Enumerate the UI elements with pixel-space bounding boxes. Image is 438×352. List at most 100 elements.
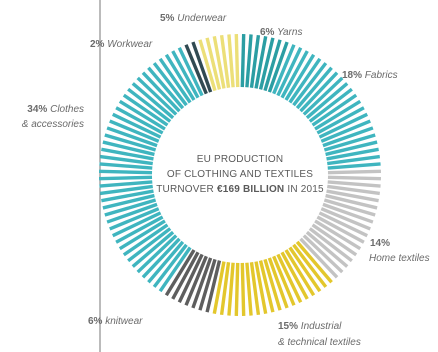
slice-tick [325,193,378,210]
label-home-pct-text: 14% [370,238,390,249]
label-fabrics-text: Fabrics [365,70,398,81]
slice-tick [326,147,379,161]
label-home-textiles-pct: 14% [370,238,390,249]
slice-6 [184,41,213,95]
slice-tick [295,66,333,110]
slice-tick [171,50,200,99]
label-underwear-text: Underwear [177,13,227,24]
slice-tick [109,119,160,143]
slice-tick [99,162,153,170]
slice-tick [106,126,158,148]
slice-tick [240,34,246,88]
slice-tick [118,99,166,131]
slice-tick [127,87,172,123]
slice-tick [101,147,154,161]
slice-tick [115,106,164,135]
slice-tick [115,215,164,244]
slice-tick [136,234,178,274]
slice-tick [249,34,261,88]
slice-tick [308,87,353,123]
slice-tick [99,169,153,175]
slice-tick [258,37,275,90]
donut-ring [99,34,381,316]
slice-tick [272,44,296,95]
slice-tick [288,57,322,104]
slice-tick [184,44,208,95]
label-industrial-pct: 15% [278,321,298,332]
slice-tick [263,39,282,92]
slice-tick [191,257,213,309]
center-line-3: TURNOVER €169 BILLION IN 2015 [156,184,324,195]
slice-5 [99,47,204,293]
slice-tick [147,66,185,110]
slice-tick [109,207,160,231]
slice-tick [171,251,200,300]
slice-tick [254,261,268,314]
slice-tick [227,34,235,88]
slice-tick [327,180,381,188]
slice-tick [299,237,339,279]
slice-tick [276,253,303,303]
slice-tick [322,126,374,148]
label-knitwear: 6% knitwear [88,316,143,327]
slice-tick [245,34,253,88]
slice-tick [212,261,226,314]
slice-tick [292,62,328,107]
slice-tick [305,230,349,268]
slice-2 [299,169,381,279]
slice-tick [280,50,309,99]
label-clothes-line2: & accessories [22,119,84,130]
label-fabrics: 18% Fabrics [342,70,398,81]
slice-tick [263,258,282,311]
slice-tick [99,175,153,181]
center-line-3-bold: €169 BILLION [217,184,284,195]
slice-tick [299,71,339,113]
slice-tick [164,53,196,101]
slice-tick [284,249,316,297]
slice-1 [272,44,381,170]
slice-tick [272,255,296,306]
slice-tick [318,112,368,139]
slice-tick [320,207,371,231]
label-workwear: 2% Workwear [90,39,153,50]
slice-tick [104,198,157,217]
label-workwear-text: Workwear [107,39,153,50]
slice-tick [205,37,222,90]
slice-tick [184,255,208,306]
slice-tick [101,189,154,203]
slice-tick [99,180,153,188]
slice-tick [327,184,381,196]
slice-tick [127,227,172,263]
slice-7 [198,34,240,92]
slice-tick [305,82,349,120]
label-industrial-text: Industrial [301,321,342,332]
slice-tick [325,140,378,157]
slice-tick [205,260,222,313]
slice-tick [106,202,158,224]
slice-tick [219,34,231,88]
label-industrial-line2: & technical textiles [278,337,361,348]
label-yarns-text: Yarns [277,27,302,38]
slice-tick [152,62,188,107]
slice-tick [249,262,261,316]
slice-tick [276,47,303,97]
slice-tick [141,237,181,279]
slice-tick [219,262,231,316]
slice-tick [327,154,381,166]
slice-tick [314,99,362,131]
slice-4 [164,249,222,313]
slice-tick [122,93,169,127]
label-clothes-pct: 34% [27,104,47,115]
label-yarns: 6% Yarns [260,27,302,38]
slice-tick [267,257,289,309]
slice-tick [198,258,217,311]
slice-tick [112,211,162,238]
slice-tick [327,169,381,175]
label-industrial: 15% Industrial [278,321,342,332]
slice-tick [316,106,365,135]
slice-tick [131,230,175,268]
slice-tick [284,53,316,101]
slice-tick [327,175,381,181]
slice-tick [234,34,240,88]
